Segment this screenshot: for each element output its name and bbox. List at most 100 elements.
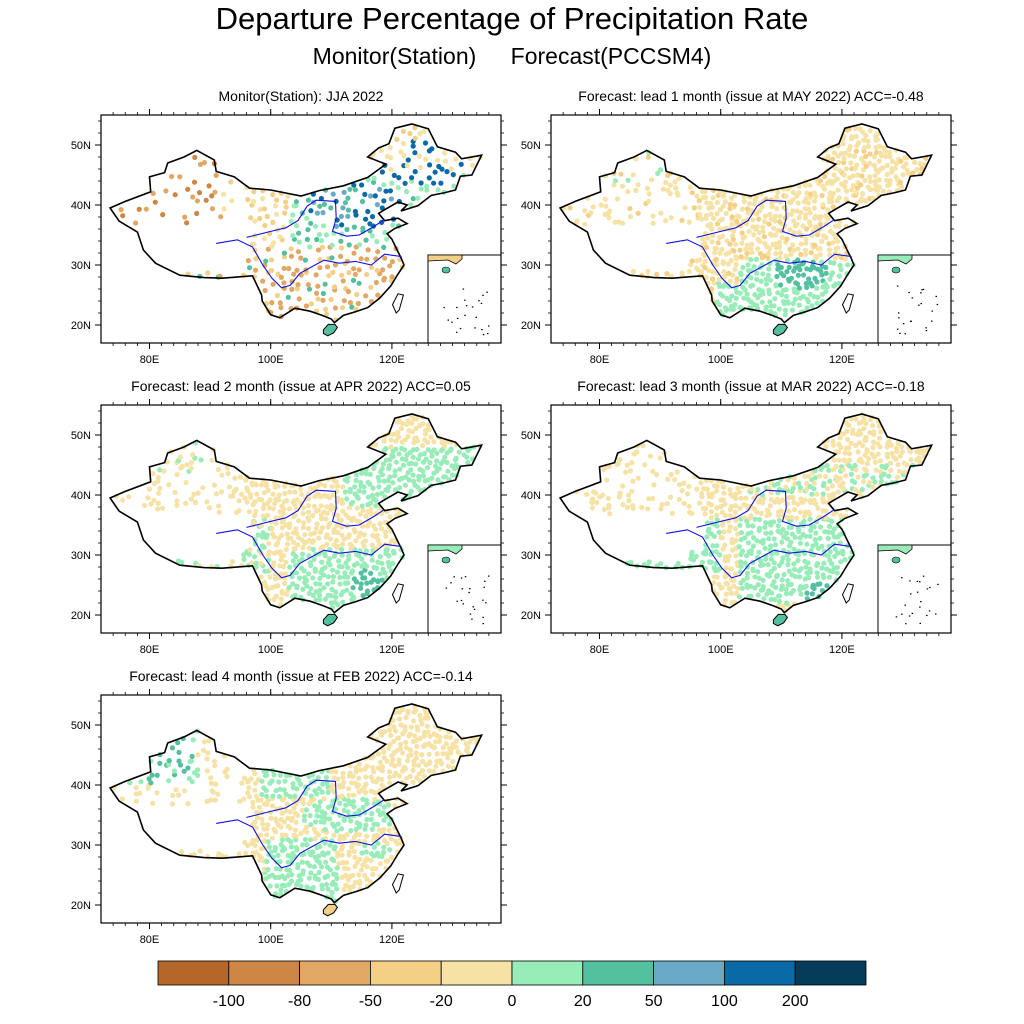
station-dot	[780, 526, 786, 533]
station-dot	[711, 280, 717, 286]
station-dot	[306, 503, 312, 509]
station-dot	[822, 281, 828, 287]
station-dot	[830, 204, 836, 210]
station-dot	[368, 506, 374, 512]
station-dot	[798, 251, 804, 258]
station-dot	[426, 175, 432, 181]
station-dot	[903, 161, 909, 167]
station-dot	[190, 737, 196, 743]
station-dot	[786, 508, 792, 514]
station-dot	[673, 185, 679, 191]
station-dot	[270, 506, 277, 512]
station-dot	[267, 883, 273, 889]
station-dot	[252, 499, 258, 505]
station-dot	[316, 853, 322, 859]
station-dot	[204, 756, 210, 762]
station-dot	[425, 439, 431, 445]
station-dot	[691, 557, 697, 563]
station-dot	[796, 285, 802, 291]
station-dot	[772, 232, 779, 238]
station-dot	[298, 486, 304, 492]
station-dot	[654, 271, 660, 278]
station-dot	[312, 836, 318, 842]
station-dot	[629, 460, 635, 466]
station-dot	[243, 850, 249, 856]
station-dot	[776, 306, 782, 312]
station-dot	[822, 173, 828, 180]
station-dot	[417, 452, 423, 458]
station-dot	[311, 503, 317, 509]
station-dot	[664, 271, 670, 277]
station-dot	[295, 249, 302, 255]
station-dot	[411, 762, 417, 768]
station-dot	[342, 200, 348, 206]
station-dot	[863, 472, 869, 478]
station-dot	[327, 842, 333, 848]
station-dot	[426, 751, 432, 757]
station-dot	[867, 128, 873, 134]
station-dot	[368, 570, 374, 576]
station-dot	[369, 233, 375, 239]
station-dot	[381, 182, 387, 188]
station-dot	[442, 454, 448, 460]
station-dot	[159, 505, 166, 511]
station-dot	[818, 213, 824, 219]
station-dot	[291, 805, 297, 811]
station-dot	[633, 187, 639, 193]
station-dot	[363, 548, 369, 554]
station-dot	[634, 449, 640, 455]
station-dot	[237, 798, 243, 804]
station-dot	[330, 782, 336, 788]
station-dot	[694, 486, 700, 492]
station-dot	[442, 474, 448, 480]
station-dot	[333, 806, 339, 812]
station-dot	[701, 252, 708, 259]
station-dot	[232, 475, 238, 481]
station-dot	[172, 772, 178, 778]
station-dot	[319, 244, 325, 250]
station-dot	[337, 581, 343, 587]
station-dot	[910, 170, 916, 176]
station-dot	[278, 305, 284, 311]
station-dot	[368, 816, 374, 822]
station-dot	[791, 247, 797, 253]
station-dot	[287, 809, 293, 815]
station-dot	[635, 475, 641, 481]
station-dot	[876, 177, 882, 183]
station-dot	[375, 751, 381, 757]
station-dot	[843, 179, 849, 185]
station-dot	[832, 165, 838, 171]
station-dot	[730, 237, 736, 243]
station-dot	[722, 273, 728, 280]
station-dot	[676, 176, 682, 182]
station-dot	[748, 257, 754, 263]
station-dot	[362, 843, 368, 849]
station-dot	[733, 254, 739, 260]
station-dot	[197, 848, 203, 854]
station-dot	[364, 580, 370, 586]
station-dot	[850, 173, 856, 179]
station-dot	[289, 286, 295, 292]
station-dot	[261, 236, 267, 242]
station-dot	[804, 190, 810, 196]
station-dot	[859, 196, 865, 202]
station-dot	[686, 503, 692, 509]
station-dot	[247, 265, 253, 271]
station-dot	[841, 160, 847, 166]
station-dot	[287, 793, 293, 800]
station-dot	[732, 192, 738, 198]
station-dot	[364, 817, 370, 823]
station-dot	[387, 263, 393, 269]
station-dot	[321, 852, 327, 858]
station-dot	[870, 475, 876, 481]
station-dot	[296, 296, 302, 302]
station-dot	[397, 485, 403, 491]
station-dot	[313, 597, 319, 603]
station-dot	[762, 219, 768, 225]
station-dot	[312, 223, 319, 229]
station-dot	[819, 543, 825, 549]
station-dot	[582, 208, 588, 214]
station-dot	[371, 844, 377, 850]
station-dot	[826, 523, 833, 529]
station-dot	[265, 798, 271, 804]
